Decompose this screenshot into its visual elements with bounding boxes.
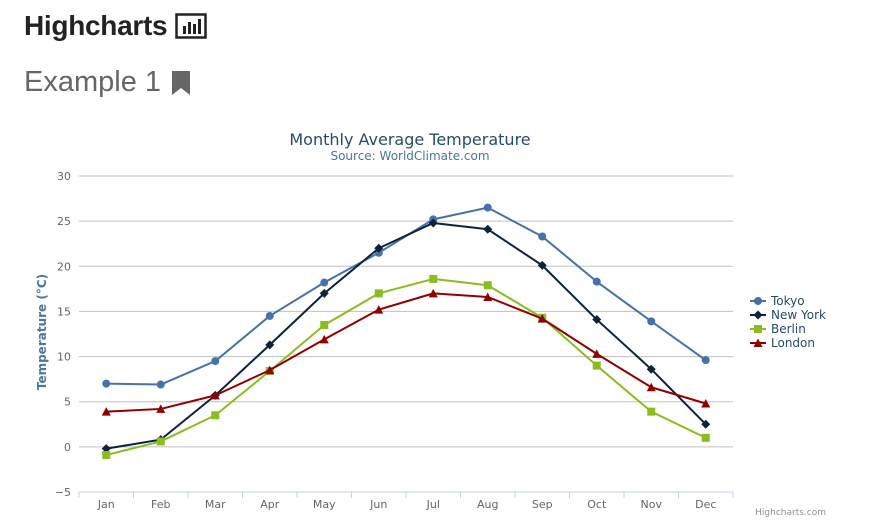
y-tick-label: 10	[57, 351, 71, 364]
data-point	[592, 361, 601, 370]
legend-item[interactable]: New York	[750, 308, 826, 322]
data-point	[483, 203, 492, 212]
example-header: Example 1	[24, 66, 191, 99]
x-tick-label: Oct	[587, 498, 607, 511]
chart-subtitle: Source: WorldClimate.com	[330, 149, 489, 163]
x-tick-label: Aug	[477, 498, 498, 511]
data-point	[156, 404, 166, 413]
y-tick-label: 0	[64, 441, 71, 454]
data-point	[265, 311, 274, 320]
data-point	[646, 364, 656, 374]
data-point	[320, 278, 329, 287]
series-new-york	[101, 218, 711, 454]
data-point	[646, 382, 656, 392]
data-point	[647, 317, 656, 326]
y-tick-label: 15	[57, 305, 71, 318]
legend-marker	[754, 325, 762, 333]
data-point	[428, 288, 438, 298]
x-tick-label: Apr	[260, 498, 280, 511]
data-point	[701, 356, 710, 365]
data-point	[374, 289, 383, 298]
x-tick-label: May	[313, 498, 336, 511]
data-point	[374, 243, 384, 253]
data-point	[538, 232, 547, 241]
data-point	[429, 274, 438, 283]
legend-marker	[753, 310, 763, 320]
data-point	[319, 288, 329, 298]
data-point	[101, 407, 111, 416]
y-tick-label: 30	[57, 170, 71, 183]
y-tick-label: −5	[55, 486, 71, 499]
series-line	[106, 206, 707, 386]
data-point	[265, 365, 275, 375]
legend-label: Berlin	[771, 322, 806, 336]
series-tokyo	[102, 203, 710, 389]
y-axis-title: Temperature (°C)	[35, 274, 49, 390]
x-tick-label: Dec	[695, 498, 716, 511]
legend-label: London	[771, 336, 815, 350]
series-line	[106, 277, 707, 456]
data-point	[428, 218, 438, 228]
series-london	[101, 288, 711, 416]
x-tick-label: Nov	[641, 498, 663, 511]
data-point	[537, 260, 547, 270]
data-point	[483, 224, 493, 234]
line-chart: −5 0 5 10 15 20 25 30 Jan Feb Mar Apr May Jun Jul Aug Se…	[35, 130, 826, 518]
data-point	[102, 450, 111, 459]
x-tick-label: Jan	[97, 498, 115, 511]
chart-container: −5 0 5 10 15 20 25 30 Jan Feb Mar Apr May Jun Jul Aug Se…	[0, 118, 880, 520]
data-point	[483, 281, 492, 290]
data-point	[483, 292, 493, 301]
credits-link[interactable]: Highcharts.com	[755, 508, 826, 518]
data-point	[319, 334, 329, 344]
x-tick-label: Mar	[205, 498, 226, 511]
series-line	[106, 292, 707, 413]
legend-label: New York	[771, 308, 826, 322]
y-tick-label: 20	[57, 260, 71, 273]
y-tick-label: 5	[64, 396, 71, 409]
data-point	[156, 380, 165, 389]
data-point	[701, 399, 711, 408]
legend-item[interactable]: Tokyo	[750, 294, 805, 308]
data-point	[210, 390, 220, 400]
x-tick-label: Jun	[369, 498, 387, 511]
legend-marker	[753, 338, 763, 347]
data-point	[265, 340, 275, 350]
brand-header: Highcharts	[24, 10, 207, 42]
chart-title: Monthly Average Temperature	[289, 130, 530, 149]
data-point	[320, 320, 329, 329]
legend-item[interactable]: London	[750, 336, 815, 350]
series-line	[106, 221, 707, 450]
bar-chart-icon	[175, 13, 207, 39]
brand-title: Highcharts	[24, 10, 168, 41]
data-point	[647, 407, 656, 416]
legend-item[interactable]: Berlin	[750, 322, 806, 336]
data-point	[592, 315, 602, 325]
data-point	[537, 314, 547, 323]
x-tick-label: Sep	[532, 498, 553, 511]
example-title: Example 1	[24, 66, 162, 98]
data-point	[156, 437, 165, 446]
data-point	[211, 411, 220, 420]
x-tick-label: Jul	[426, 498, 440, 511]
data-point	[101, 444, 111, 454]
x-tick-label: Feb	[151, 498, 170, 511]
data-point	[592, 277, 601, 286]
data-point	[102, 379, 111, 388]
data-point	[701, 433, 710, 442]
data-point	[701, 419, 711, 429]
y-tick-label: 25	[57, 215, 71, 228]
data-point	[211, 357, 220, 366]
legend-marker	[754, 297, 762, 305]
data-point	[592, 349, 602, 358]
legend-label: Tokyo	[770, 294, 805, 308]
data-point	[374, 305, 384, 314]
bookmark-icon[interactable]	[171, 70, 191, 96]
